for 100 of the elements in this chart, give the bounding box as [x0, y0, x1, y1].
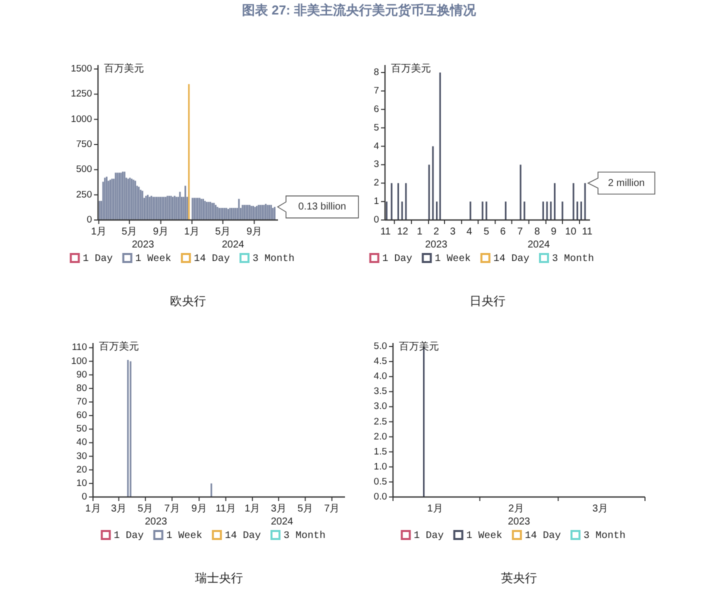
x-tick-label: 9月 [246, 226, 262, 238]
text: 2023 [132, 240, 155, 251]
y-tick-label: 2 [374, 178, 379, 189]
y-tick-label: 3.5 [374, 386, 387, 398]
y-tick-label: 1500 [70, 64, 92, 75]
y-tick-label: 4.5 [374, 356, 387, 368]
x-tick-label: 10 [565, 226, 577, 238]
legend-label: 3 Month [552, 253, 594, 266]
text: 2024 [528, 240, 550, 251]
x-tick-label: 1月 [90, 226, 107, 238]
x-tick-label: 7月 [164, 504, 180, 515]
x-axis-title: 瑞士央行 [195, 571, 243, 586]
y-tick-label: 250 [76, 189, 92, 200]
legend-label: 1 Week [434, 253, 471, 266]
y-axis-title: 百万美元 [99, 340, 139, 353]
text: 图表 27: 非美主流央行美元货币互换情况 [242, 2, 478, 18]
x-tick-label: 1月 [427, 504, 443, 515]
legend-label: 14 Day [493, 254, 530, 266]
text: 2024 [222, 240, 245, 251]
x-tick-label: 11 [582, 226, 593, 238]
callout: 2 million [587, 172, 656, 195]
y-tick-label: 50 [76, 424, 87, 435]
text: 2023 [425, 240, 448, 251]
x-tick-label: 9 [550, 226, 557, 238]
legend-label: 1 Day [82, 254, 113, 266]
legend-label: 3 Month [284, 530, 326, 542]
y-axis-title: 百万美元 [391, 62, 431, 75]
x-tick-label: 5月 [215, 226, 231, 238]
y-tick-label: 0 [86, 214, 92, 226]
y-tick-label: 4 [374, 140, 379, 152]
x-tick-label: 2 [433, 226, 440, 238]
x-axis-title: 欧央行 [170, 294, 206, 308]
x-axis-title: 英央行 [501, 571, 537, 586]
y-tick-label: 7 [374, 85, 379, 96]
x-tick-label: 7月 [324, 504, 340, 515]
annotation: 0.13 billion [298, 202, 346, 213]
y-tick-label: 6 [374, 104, 379, 115]
y-tick-label: 1250 [70, 88, 92, 100]
x-tick-label: 6 [500, 226, 506, 238]
y-tick-label: 110 [72, 342, 87, 354]
y-tick-label: 0 [82, 492, 87, 503]
y-tick-label: 8 [374, 67, 379, 78]
y-tick-label: 4.0 [374, 371, 387, 382]
y-tick-label: 80 [76, 382, 87, 394]
legend-label: 3 Month [252, 253, 295, 266]
legend-label: 14 Day [194, 254, 230, 266]
x-tick-label: 7 [517, 226, 524, 238]
legend-label: 3 Month [584, 530, 626, 542]
legend-label: 14 Day [224, 531, 261, 542]
y-tick-label: 100 [71, 356, 87, 367]
x-tick-label: 3 [450, 226, 456, 238]
x-tick-label: 9月 [153, 226, 169, 238]
y-tick-label: 90 [76, 369, 87, 380]
y-tick-label: 3 [374, 159, 379, 170]
x-axis-title: 日央行 [470, 294, 506, 308]
y-axis-title: 百万美元 [399, 340, 439, 353]
legend-label: 1 Week [135, 253, 172, 266]
legend-label: 1 Day [382, 254, 412, 266]
y-tick-label: 70 [76, 396, 87, 408]
legend-label: 1 Day [114, 531, 144, 542]
y-tick-label: 5.0 [374, 341, 387, 352]
x-tick-label: 11 [380, 226, 392, 238]
y-tick-label: 1 [374, 196, 379, 208]
y-tick-label: 500 [76, 164, 92, 176]
y-tick-label: 1.0 [374, 461, 387, 472]
callout: 0.13 billion [276, 196, 359, 218]
x-tick-label: 1月 [85, 504, 101, 515]
annotation: 2 million [608, 178, 645, 189]
x-tick-label: 5月 [297, 504, 314, 515]
y-tick-label: 1000 [70, 114, 92, 125]
y-tick-label: 5 [374, 122, 379, 134]
y-tick-label: 20 [76, 464, 87, 476]
y-tick-label: 60 [76, 410, 87, 422]
x-tick-label: 1月 [184, 226, 200, 238]
x-tick-label: 2月 [508, 504, 524, 515]
x-tick-label: 1月 [244, 504, 260, 515]
x-tick-label: 5月 [122, 226, 138, 238]
legend-label: 1 Week [466, 530, 502, 542]
x-tick-label: 3月 [110, 504, 127, 515]
text: 2023 [508, 516, 531, 528]
y-tick-label: 10 [76, 478, 87, 489]
legend-label: 1 Day [414, 531, 444, 542]
x-tick-label: 4 [466, 226, 473, 238]
x-tick-label: 11月 [216, 504, 236, 515]
y-tick-label: 1.5 [374, 446, 387, 458]
y-tick-label: 750 [76, 139, 92, 150]
y-tick-label: 0 [374, 214, 379, 226]
legend-label: 1 Week [166, 530, 202, 542]
x-tick-label: 12 [397, 226, 409, 238]
y-tick-label: 2.5 [374, 416, 387, 428]
legend-label: 14 Day [524, 531, 561, 542]
text: 2023 [144, 516, 168, 528]
y-tick-label: 3.0 [374, 401, 387, 412]
x-tick-label: 5月 [138, 504, 154, 515]
y-axis-title: 百万美元 [104, 62, 144, 75]
x-tick-label: 8 [534, 226, 540, 238]
x-tick-label: 3月 [270, 504, 286, 515]
y-tick-label: 0.5 [374, 476, 387, 488]
x-tick-label: 1 [416, 226, 423, 238]
x-tick-label: 9月 [191, 504, 207, 515]
